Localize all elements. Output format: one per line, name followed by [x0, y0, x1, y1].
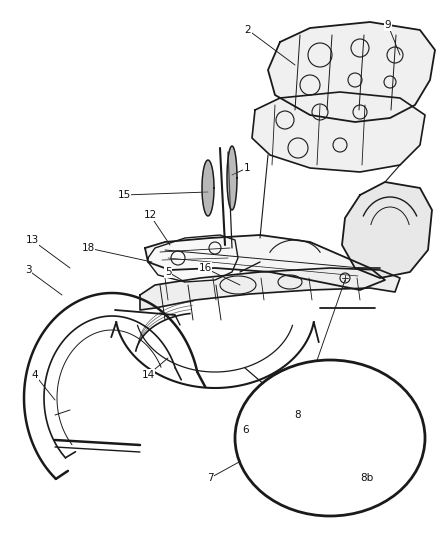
Text: 12: 12 — [143, 210, 157, 220]
Polygon shape — [305, 448, 345, 476]
Text: 9: 9 — [385, 20, 391, 30]
Text: 5: 5 — [165, 267, 171, 277]
Ellipse shape — [237, 362, 423, 514]
Text: 16: 16 — [198, 263, 212, 273]
Polygon shape — [148, 235, 238, 282]
Polygon shape — [252, 92, 425, 172]
Polygon shape — [202, 160, 214, 216]
Text: 13: 13 — [25, 235, 39, 245]
Text: 8: 8 — [295, 410, 301, 420]
Circle shape — [388, 451, 402, 465]
Text: 15: 15 — [117, 190, 131, 200]
Text: 1: 1 — [244, 163, 250, 173]
Text: 4: 4 — [32, 370, 38, 380]
Polygon shape — [140, 268, 400, 310]
Polygon shape — [145, 235, 385, 290]
Text: 2: 2 — [245, 25, 251, 35]
Circle shape — [276, 444, 284, 452]
Text: 3: 3 — [25, 265, 31, 275]
Text: 18: 18 — [81, 243, 95, 253]
Text: 8b: 8b — [360, 473, 374, 483]
Polygon shape — [227, 146, 237, 210]
Polygon shape — [268, 22, 435, 122]
Polygon shape — [342, 182, 432, 278]
Text: 6: 6 — [243, 425, 249, 435]
Text: 7: 7 — [207, 473, 213, 483]
Text: 14: 14 — [141, 370, 155, 380]
